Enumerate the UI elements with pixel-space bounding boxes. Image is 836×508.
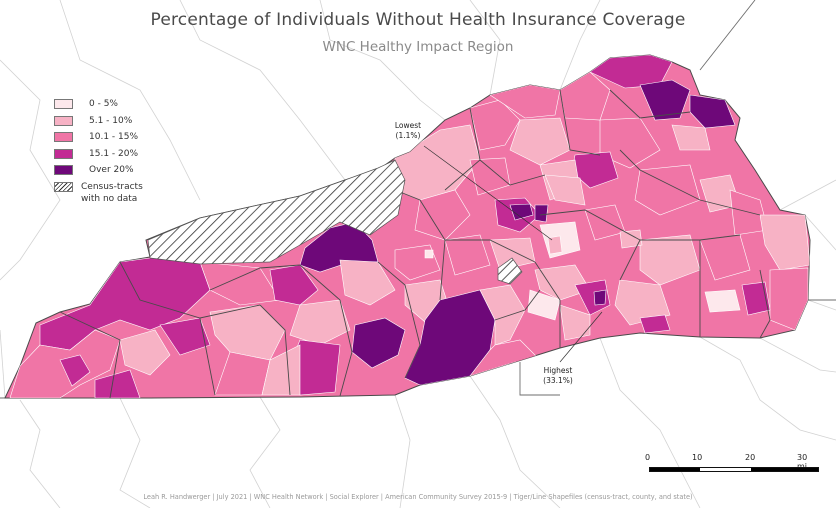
tract — [289, 299, 351, 346]
tract — [559, 304, 591, 341]
map-title: Percentage of Individuals Without Health… — [150, 10, 686, 30]
tract — [469, 339, 541, 377]
county-boundaries — [59, 89, 771, 399]
highest-label: Highest — [543, 366, 573, 375]
tract — [414, 189, 471, 241]
legend-label-nodata-2: with no data — [81, 193, 138, 204]
tract — [59, 354, 91, 387]
tract — [424, 249, 434, 259]
highest-value: (33.1%) — [543, 376, 573, 385]
legend-swatch — [54, 148, 73, 159]
tract — [444, 234, 491, 276]
scale-bar-segments — [649, 467, 819, 472]
tract — [199, 261, 281, 306]
tract — [741, 281, 771, 316]
scale-segment — [700, 468, 751, 471]
tract — [689, 94, 736, 129]
tract — [469, 99, 521, 151]
tract — [534, 204, 549, 223]
scale-tick-20: 20 — [745, 453, 756, 462]
map-credit: Leah R. Handwerger | July 2021 | WNC Hea… — [143, 493, 693, 501]
tract — [159, 317, 211, 356]
lowest-label: Lowest — [394, 121, 422, 130]
lowest-leader-line — [423, 145, 553, 241]
tract — [339, 259, 396, 306]
legend-label: 5.1 - 10% — [89, 115, 133, 126]
tract — [704, 289, 741, 313]
tract — [599, 117, 661, 169]
highest-leader-line — [559, 311, 603, 363]
scale-tick-10: 10 — [692, 453, 703, 462]
tract — [639, 314, 671, 334]
tract — [509, 117, 571, 166]
legend-label: Over 20% — [89, 165, 134, 175]
scale-segment — [650, 468, 676, 471]
tract — [534, 264, 591, 301]
legend-swatch — [54, 132, 73, 142]
scale-segment — [675, 468, 701, 471]
scale-segment — [750, 468, 818, 471]
highest-callout: Highest (33.1%) — [536, 366, 580, 386]
tract — [574, 279, 611, 316]
tract — [634, 164, 701, 216]
tract — [759, 214, 810, 271]
scale-tick-0: 0 — [645, 453, 651, 462]
tract — [94, 369, 141, 398]
lowest-callout: Lowest (1.1%) — [388, 121, 428, 141]
legend-label-nodata-1: Census-tracts — [81, 181, 143, 192]
map-subtitle: WNC Healthy Impact Region — [322, 39, 514, 55]
legend-label: 15.1 - 20% — [89, 148, 139, 159]
no-data-area-north — [147, 159, 406, 265]
legend-swatch — [54, 115, 73, 126]
tract — [769, 267, 809, 331]
lowest-value: (1.1%) — [395, 131, 421, 140]
legend-swatch — [54, 165, 73, 175]
tract — [544, 174, 586, 206]
census-tracts — [9, 55, 810, 398]
legend-swatch — [54, 99, 73, 109]
tract — [119, 329, 171, 376]
tract — [619, 229, 643, 249]
tract — [261, 344, 301, 396]
tract — [589, 55, 673, 89]
tract — [509, 203, 534, 221]
scale-tick-30: 30 mi — [797, 453, 808, 471]
tract — [547, 235, 563, 255]
no-data-area-central — [497, 257, 523, 285]
tract — [671, 124, 711, 151]
tract — [639, 234, 701, 286]
tract — [639, 79, 691, 121]
legend-label: 0 - 5% — [89, 99, 118, 109]
legend-label: 10.1 - 15% — [89, 132, 139, 142]
tract — [269, 264, 319, 306]
nodata-swatch — [54, 181, 73, 192]
tract — [593, 289, 607, 306]
